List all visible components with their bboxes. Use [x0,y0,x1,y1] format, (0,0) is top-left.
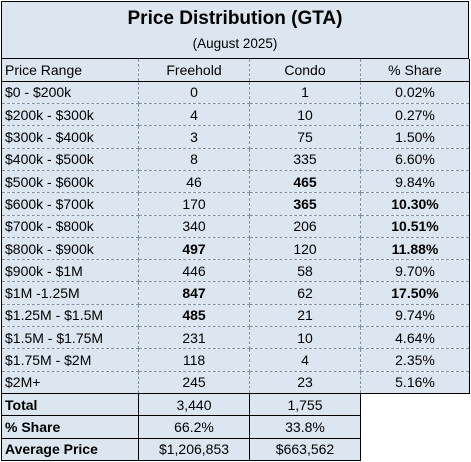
table-header: Price Distribution (GTA) (August 2025) [1,1,469,59]
column-header-condo: Condo [249,59,361,82]
freehold-cell: 0 [138,81,250,105]
share-cell: 5.16% [360,371,470,394]
freehold-cell: 485 [138,304,250,328]
freehold-cell: 8 [138,148,250,171]
table-title: Price Distribution (GTA) [127,8,343,29]
freehold-cell: 46 [138,170,250,194]
price-range-cell: $400k - $500k [1,148,139,171]
table-row: $400k - $500k 8 335 6.60% [1,148,470,171]
condo-cell: 23 [249,371,361,394]
price-range-cell: $2M+ [1,371,139,394]
empty-cell [360,415,470,439]
summary-condo: 33.8% [249,415,361,439]
price-range-cell: $800k - $900k [1,237,139,261]
summary-label: Average Price [1,437,139,461]
summary-freehold: 66.2% [138,415,250,439]
table-row: $800k - $900k 497 120 11.88% [1,237,470,261]
freehold-cell: 446 [138,259,250,283]
summary-rows: Total 3,440 1,755 % Share 66.2% 33.8% Av… [1,392,470,461]
price-rows: $0 - $200k 0 1 0.02% $200k - $300k 4 10 0.27% $3… [1,81,470,394]
condo-cell: 4 [249,348,361,372]
column-header-price-range: Price Range [1,59,139,82]
price-distribution-table: Price Range Freehold Condo % Share $0 - … [1,59,470,461]
condo-cell: 120 [249,237,361,261]
column-header-share: % Share [360,59,470,82]
summary-label: Total [1,392,139,417]
table-row: $2M+ 245 23 5.16% [1,371,470,394]
share-cell: 4.64% [360,326,470,350]
condo-cell: 62 [249,281,361,305]
share-cell: 0.27% [360,103,470,127]
share-cell: 6.60% [360,148,470,171]
condo-cell: 75 [249,125,361,149]
table-row: $1.75M - $2M 118 4 2.35% [1,348,470,372]
empty-cell [360,393,470,416]
price-range-cell: $500k - $600k [1,170,139,194]
table-row: $1.25M - $1.5M 485 21 9.74% [1,304,470,328]
price-range-cell: $1.75M - $2M [1,348,139,372]
summary-freehold: $1,206,853 [138,437,250,461]
condo-cell: 465 [249,170,361,194]
freehold-cell: 497 [138,237,250,261]
price-range-cell: $200k - $300k [1,103,139,127]
share-cell: 0.02% [360,81,470,105]
condo-cell: 335 [249,148,361,171]
share-cell: 2.35% [360,348,470,372]
table-row: $900k - $1M 446 58 9.70% [1,259,470,283]
table-row: $1.5M - $1.75M 231 10 4.64% [1,326,470,350]
price-range-cell: $1.5M - $1.75M [1,326,139,350]
column-header-row: Price Range Freehold Condo % Share [1,59,470,82]
price-range-cell: $1.25M - $1.5M [1,304,139,328]
freehold-cell: 118 [138,348,250,372]
share-cell: 1.50% [360,125,470,149]
summary-row-share: % Share 66.2% 33.8% [1,415,470,439]
condo-cell: 21 [249,304,361,328]
summary-row-total: Total 3,440 1,755 [1,392,470,417]
table-subtitle: (August 2025) [192,36,278,51]
table-row: $1M -1.25M 847 62 17.50% [1,281,470,305]
share-cell: 9.74% [360,304,470,328]
share-cell: 11.88% [360,237,470,261]
table-row: $200k - $300k 4 10 0.27% [1,103,470,127]
price-range-cell: $700k - $800k [1,215,139,238]
freehold-cell: 340 [138,215,250,238]
freehold-cell: 245 [138,371,250,394]
share-cell: 9.70% [360,259,470,283]
price-range-cell: $900k - $1M [1,259,139,283]
condo-cell: 206 [249,215,361,238]
summary-freehold: 3,440 [138,392,250,417]
price-range-cell: $300k - $400k [1,125,139,149]
summary-condo: $663,562 [249,437,361,461]
condo-cell: 10 [249,103,361,127]
price-range-cell: $0 - $200k [1,81,139,105]
freehold-cell: 231 [138,326,250,350]
price-range-cell: $600k - $700k [1,192,139,216]
condo-cell: 58 [249,259,361,283]
table-row: $600k - $700k 170 365 10.30% [1,192,470,216]
table-row: $0 - $200k 0 1 0.02% [1,81,470,105]
column-header-freehold: Freehold [138,59,250,82]
share-cell: 10.30% [360,192,470,216]
table-row: $300k - $400k 3 75 1.50% [1,125,470,149]
freehold-cell: 170 [138,192,250,216]
table-row: $500k - $600k 46 465 9.84% [1,170,470,194]
price-range-cell: $1M -1.25M [1,281,139,305]
share-cell: 10.51% [360,215,470,238]
share-cell: 9.84% [360,170,470,194]
summary-condo: 1,755 [249,392,361,417]
condo-cell: 10 [249,326,361,350]
freehold-cell: 3 [138,125,250,149]
summary-row-average-price: Average Price $1,206,853 $663,562 [1,437,470,461]
freehold-cell: 847 [138,281,250,305]
condo-cell: 1 [249,81,361,105]
empty-cell [360,438,470,461]
summary-label: % Share [1,415,139,439]
share-cell: 17.50% [360,281,470,305]
freehold-cell: 4 [138,103,250,127]
condo-cell: 365 [249,192,361,216]
table-row: $700k - $800k 340 206 10.51% [1,215,470,238]
